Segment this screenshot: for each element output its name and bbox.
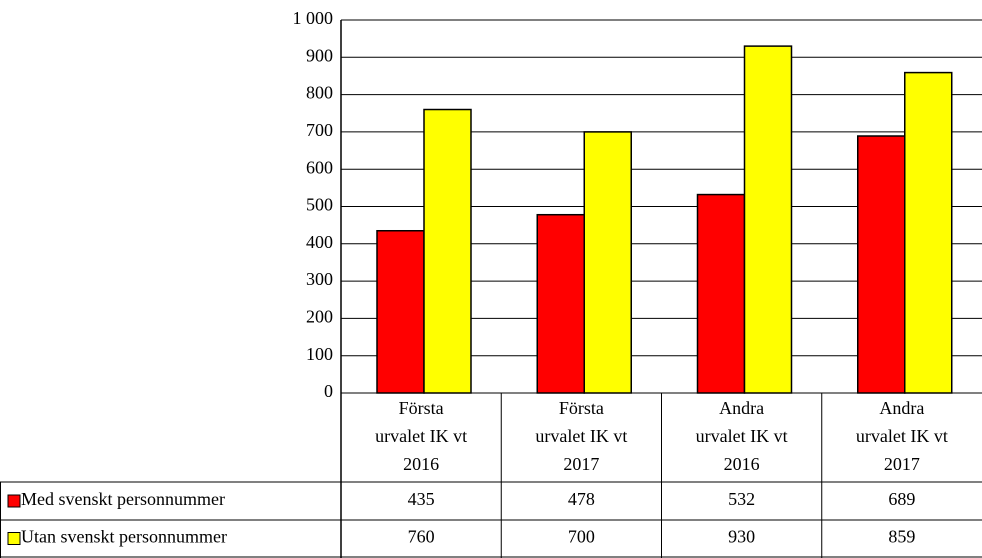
table-value: 930 [728, 527, 755, 547]
legend-label: Utan svenskt personnummer [21, 527, 227, 547]
y-tick-label: 500 [306, 195, 333, 215]
y-tick-label: 700 [306, 120, 333, 140]
x-tick-label: Andra urvalet IK vt 2017 [856, 398, 948, 474]
bar [536, 213, 585, 394]
bar [696, 193, 746, 394]
y-tick-label: 900 [306, 45, 333, 65]
y-tick-label: 100 [306, 344, 333, 364]
bar [904, 71, 953, 394]
y-tick-label: 0 [324, 381, 333, 401]
table-value: 435 [408, 489, 435, 509]
y-tick-label: 600 [306, 157, 333, 177]
table-value: 532 [728, 489, 755, 509]
bar [376, 229, 425, 394]
table-value: 689 [888, 489, 915, 509]
bar [743, 45, 793, 394]
x-tick-label: Andra urvalet IK vt 2016 [696, 398, 788, 474]
x-tick-label: Första urvalet IK vt 2016 [375, 398, 467, 474]
y-tick-label: 800 [306, 83, 333, 103]
y-tick-label: 200 [306, 307, 333, 327]
table-value: 700 [568, 527, 595, 547]
y-tick-label: 1 000 [293, 8, 334, 28]
table-value: 760 [408, 527, 435, 547]
legend-key [7, 532, 21, 545]
bar [857, 135, 906, 394]
bar [423, 108, 472, 394]
table-value: 478 [568, 489, 595, 509]
bar [583, 131, 632, 394]
x-tick-label: Första urvalet IK vt 2017 [535, 398, 627, 474]
table-value: 859 [888, 527, 915, 547]
y-tick-label: 300 [306, 269, 333, 289]
legend-label: Med svenskt personnummer [21, 489, 225, 509]
y-tick-label: 400 [306, 232, 333, 252]
legend-key [7, 494, 21, 508]
